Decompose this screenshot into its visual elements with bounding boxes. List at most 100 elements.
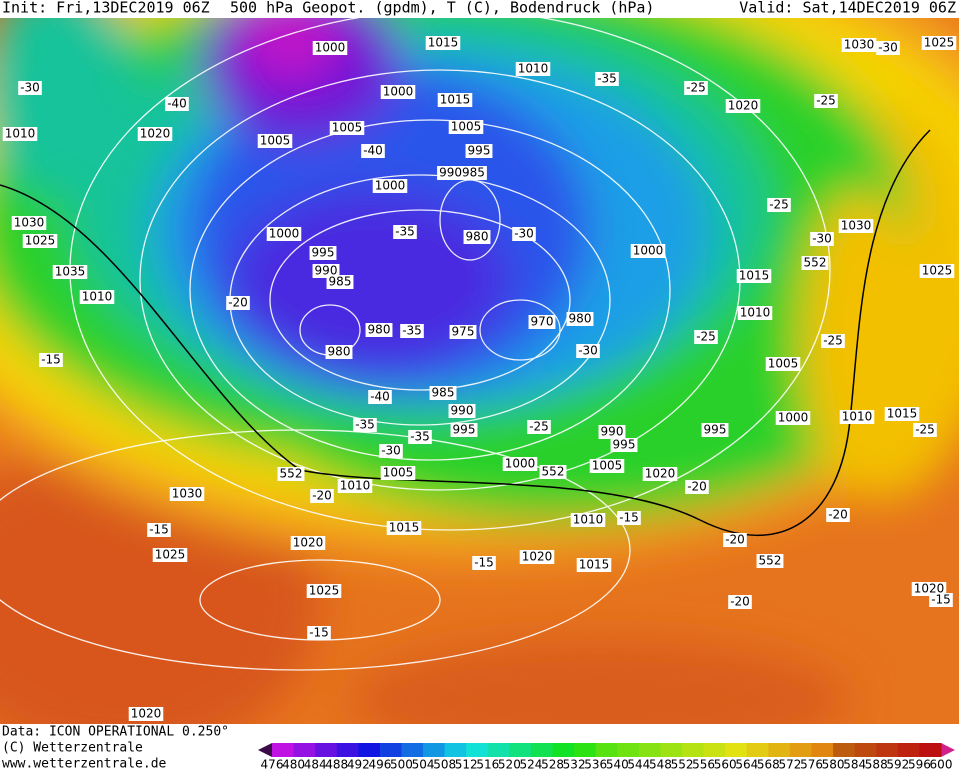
map-label: -15 — [309, 626, 329, 640]
map-label: 980 — [328, 345, 351, 359]
map-label: -20 — [687, 480, 707, 494]
label-box — [685, 480, 709, 494]
init-text: Init: Fri,13DEC2019 06Z — [2, 0, 210, 17]
label-box — [408, 430, 432, 444]
map-label: -20 — [228, 296, 248, 310]
legend-label: 592 — [886, 758, 909, 770]
label-box — [723, 533, 747, 547]
label-box — [128, 707, 164, 721]
legend-swatch — [466, 743, 489, 757]
map-label: -25 — [816, 94, 836, 108]
label-box — [515, 62, 551, 76]
label-box — [329, 121, 365, 135]
label-box — [448, 404, 476, 418]
map-label: 990 — [601, 425, 624, 439]
label-box — [463, 230, 491, 244]
legend-swatch — [552, 743, 575, 757]
label-box — [913, 423, 937, 437]
label-box — [617, 511, 641, 525]
map-label: 1005 — [451, 120, 482, 134]
map-label: -40 — [167, 97, 187, 111]
label-box — [437, 93, 473, 107]
label-box — [642, 467, 678, 481]
legend-swatch — [293, 743, 316, 757]
legend-swatch — [682, 743, 705, 757]
label-box — [306, 584, 342, 598]
map-label: 995 — [468, 144, 491, 158]
legend-label: 588 — [865, 758, 888, 770]
label-box — [312, 41, 348, 55]
label-box — [22, 234, 58, 248]
label-box — [765, 357, 801, 371]
map-label: -35 — [402, 324, 422, 338]
map-label: -25 — [915, 423, 935, 437]
label-box — [838, 219, 874, 233]
map-label: 1020 — [914, 582, 945, 596]
label-box — [437, 166, 487, 180]
map-label: -30 — [878, 41, 898, 55]
label-box — [576, 558, 612, 572]
label-box — [589, 459, 625, 473]
label-box — [152, 548, 188, 562]
label-box — [929, 593, 953, 607]
legend-swatch — [358, 743, 381, 757]
map-label: 990 — [315, 264, 338, 278]
label-box — [919, 264, 955, 278]
copyright: (C) Wetterzentrale — [2, 741, 143, 756]
map-label: 1025 — [924, 36, 955, 50]
map-label: 1015 — [389, 521, 420, 535]
label-box — [372, 179, 408, 193]
label-box — [502, 457, 538, 471]
map-label: 1010 — [842, 410, 873, 424]
legend-swatch — [530, 743, 554, 757]
legend-label: 500 — [390, 758, 413, 770]
map-label: 1005 — [768, 357, 799, 371]
legend-label: 488 — [325, 758, 348, 770]
label-box — [821, 334, 845, 348]
label-box — [598, 425, 626, 439]
map-label: 1005 — [260, 134, 291, 148]
label-box — [257, 134, 293, 148]
legend-swatch — [876, 743, 899, 757]
legend-label: 524 — [520, 758, 543, 770]
label-box — [400, 324, 424, 338]
label-box — [309, 246, 337, 260]
legend-label: 480 — [282, 758, 305, 770]
map-label: 552 — [542, 465, 565, 479]
map-label: 1025 — [155, 548, 186, 562]
label-box — [425, 36, 461, 50]
label-box — [767, 198, 791, 212]
map-label: -25 — [529, 420, 549, 434]
legend-label: 504 — [412, 758, 435, 770]
map-label: 552 — [804, 256, 827, 270]
label-box — [450, 423, 478, 437]
map-label: 980 — [368, 323, 391, 337]
map-label: -20 — [828, 508, 848, 522]
label-box — [570, 513, 606, 527]
legend-label: 564 — [735, 758, 758, 770]
legend-label: 516 — [476, 758, 499, 770]
legend-swatch — [574, 743, 597, 757]
legend-label: 520 — [498, 758, 521, 770]
label-box — [610, 438, 638, 452]
label-box — [736, 269, 772, 283]
legend-label: 484 — [304, 758, 327, 770]
map-label: 980 — [466, 230, 489, 244]
legend-label: 580 — [822, 758, 845, 770]
label-box — [472, 556, 496, 570]
map-label: 995 — [704, 423, 727, 437]
label-box — [380, 466, 416, 480]
map-label: 975 — [452, 325, 475, 339]
label-box — [528, 315, 556, 329]
map-label: -30 — [812, 232, 832, 246]
label-box — [595, 72, 619, 86]
label-box — [169, 487, 205, 501]
map-label: 1020 — [293, 536, 324, 550]
map-label: -15 — [931, 593, 951, 607]
label-box — [310, 489, 334, 503]
map-label: 1005 — [592, 459, 623, 473]
label-box — [379, 444, 403, 458]
map-label: 1000 — [633, 244, 664, 258]
map-label: -40 — [363, 144, 383, 158]
